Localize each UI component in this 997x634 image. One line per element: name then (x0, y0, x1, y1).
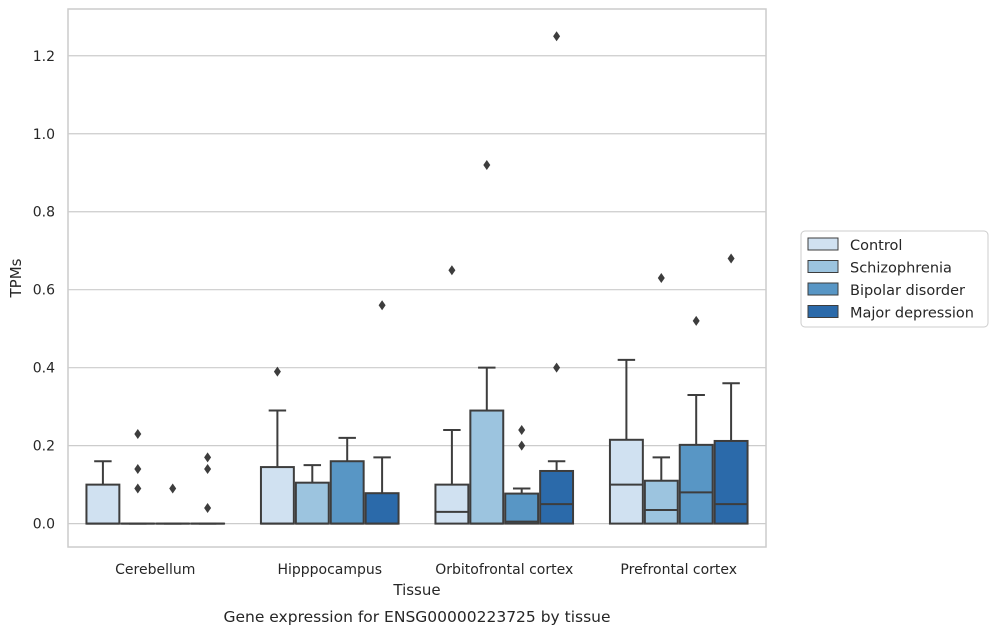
outlier-point (483, 159, 491, 170)
y-tick-label: 0.0 (33, 517, 55, 533)
outlier-point (727, 253, 735, 264)
box-series (85, 358, 749, 525)
outlier-point (273, 366, 281, 377)
plot-frame (67, 8, 767, 548)
outlier-point (692, 315, 700, 326)
box-major-depression (539, 460, 575, 525)
legend-swatch (807, 282, 839, 296)
box-major-depression (713, 382, 749, 525)
box-body (608, 438, 644, 525)
x-tick-label: Cerebellum (115, 562, 195, 578)
outlier-point (134, 483, 142, 494)
outlier-point (553, 31, 561, 42)
legend-swatch (807, 305, 839, 318)
x-tick-label: Prefrontal cortex (620, 562, 737, 578)
x-axis-label: Tissue (392, 581, 440, 599)
box-schizophrenia (294, 464, 330, 525)
outlier-point (657, 273, 665, 283)
box-body (294, 481, 330, 525)
x-tick-label: Orbitofrontal cortex (435, 562, 573, 578)
legend-swatch (807, 260, 839, 273)
y-tick-labels: 0.0 0.2 0.4 0.6 0.8 1.0 1.2 (33, 49, 55, 533)
y-tick-label: 0.8 (33, 205, 55, 221)
legend-swatch (807, 237, 839, 251)
box-body (85, 483, 121, 525)
outlier-points (134, 31, 735, 514)
box-bipolar-disorder (678, 393, 714, 525)
outlier-point (518, 425, 526, 436)
y-tick-label: 0.4 (33, 361, 55, 377)
y-axis-label: TPMs (7, 258, 25, 298)
box-body (678, 443, 714, 525)
box-body (364, 492, 400, 525)
box-bipolar-disorder (329, 436, 365, 525)
box-body (434, 483, 470, 525)
outlier-point (204, 452, 212, 463)
y-tick-label: 0.6 (33, 283, 55, 299)
outlier-point (134, 464, 142, 475)
legend-label: Major depression (850, 306, 974, 322)
outlier-point (204, 464, 212, 475)
outlier-point (448, 265, 456, 276)
x-tick-labels: Cerebellum Hipppocampus Orbitofrontal cort… (115, 562, 737, 578)
y-tick-label: 0.2 (33, 439, 55, 455)
box-body (539, 469, 575, 525)
box-control (259, 409, 295, 525)
outlier-point (553, 362, 561, 373)
legend-frame (800, 230, 989, 328)
outlier-point (518, 440, 526, 451)
box-schizophrenia (643, 456, 679, 525)
box-body (504, 492, 540, 525)
box-control (608, 358, 644, 525)
x-tick-label: Hipppocampus (277, 562, 382, 578)
box-body (713, 439, 749, 525)
outlier-point (378, 300, 386, 311)
box-body (643, 479, 679, 525)
legend-label: Schizophrenia (850, 261, 952, 277)
box-schizophrenia (469, 366, 505, 525)
legend-label: Bipolar disorder (850, 283, 965, 299)
box-major-depression (364, 456, 400, 525)
outlier-point (134, 428, 142, 439)
gridlines (68, 55, 766, 525)
box-body (259, 466, 295, 525)
outlier-point (169, 483, 177, 494)
y-tick-label: 1.2 (33, 49, 55, 65)
box-control (85, 460, 121, 525)
box-body (329, 460, 365, 525)
outlier-point (204, 503, 212, 514)
box-bipolar-disorder (504, 487, 540, 525)
legend-label: Control (850, 238, 902, 254)
box-body (469, 409, 505, 525)
y-tick-label: 1.0 (33, 127, 55, 143)
chart-caption: Gene expression for ENSG00000223725 by t… (223, 608, 610, 626)
box-control (434, 429, 470, 525)
legend: Control Schizophrenia Bipolar disorder Majo… (800, 230, 989, 328)
